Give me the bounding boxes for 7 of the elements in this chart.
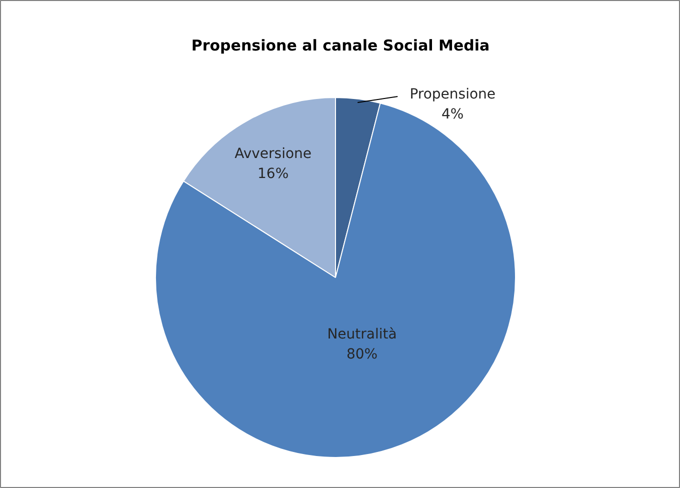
slice-label: Neutralità [327,326,397,342]
data-label: 16% [258,166,289,182]
slice-label: Propensione [410,86,496,102]
chart-title: Propensione al canale Social Media [191,36,490,54]
data-label: 4% [442,106,464,122]
data-label: 80% [346,346,378,362]
slice-label: Avversione [234,146,312,162]
